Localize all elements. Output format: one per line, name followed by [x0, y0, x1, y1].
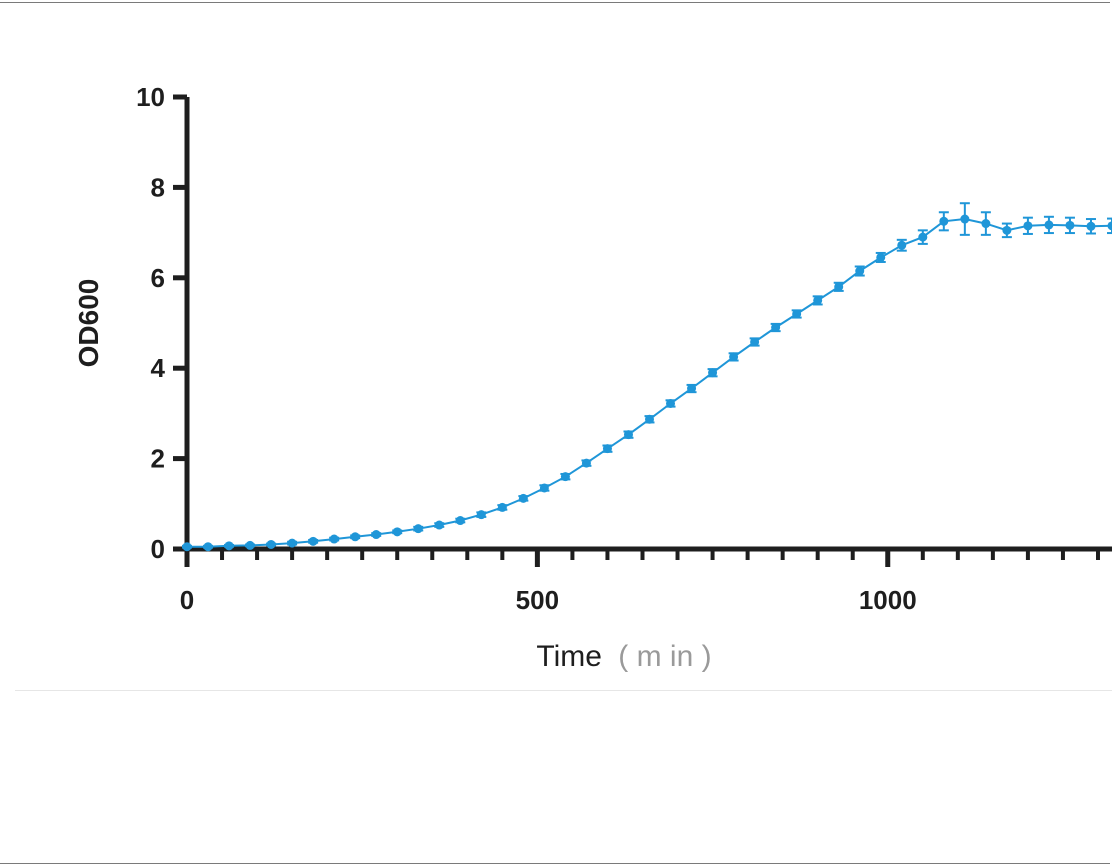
y-tick-label: 10	[136, 82, 165, 112]
data-point	[834, 282, 844, 292]
data-point	[666, 398, 676, 408]
y-tick-label: 2	[151, 444, 165, 474]
y-tick-label: 8	[151, 172, 165, 202]
series-lines	[187, 217, 1112, 548]
data-point	[1002, 225, 1012, 235]
data-point	[813, 295, 823, 305]
data-point	[645, 414, 654, 424]
x-axis-title: Time ( m in )	[536, 640, 711, 673]
data-point	[392, 527, 402, 537]
data-point	[371, 530, 381, 540]
y-axis-title: OD600	[73, 279, 104, 368]
data-point	[182, 542, 192, 552]
data-point	[792, 309, 802, 319]
data-point	[350, 532, 360, 542]
data-point	[1023, 221, 1033, 231]
data-point	[413, 524, 423, 534]
data-point	[771, 323, 781, 333]
x-tick-label: 1000	[859, 585, 917, 615]
x-axis-title-unit: ( m in )	[618, 640, 711, 673]
x-tick-label: 0	[180, 585, 194, 615]
data-point	[1065, 220, 1075, 230]
data-point	[729, 352, 739, 362]
y-tick-label: 6	[151, 263, 165, 293]
data-point	[708, 368, 718, 378]
y-tick-label: 0	[151, 534, 165, 564]
data-point	[960, 214, 970, 224]
data-point	[497, 502, 507, 512]
data-point	[245, 540, 255, 550]
data-point	[1086, 221, 1096, 231]
series-points	[182, 214, 1112, 552]
data-point	[581, 458, 591, 468]
error-bars	[182, 202, 1112, 549]
data-point	[329, 534, 339, 544]
data-point	[203, 542, 213, 552]
data-point	[855, 266, 865, 276]
data-point	[897, 240, 907, 250]
data-point	[455, 516, 465, 526]
data-point	[939, 216, 949, 226]
series-line	[187, 217, 1112, 548]
data-point	[518, 493, 528, 503]
tick-labels: 0 2 4 6 8 10 0 500 1000	[136, 82, 917, 615]
data-point	[1107, 221, 1112, 231]
data-point	[476, 510, 486, 520]
data-point	[308, 536, 318, 546]
axes	[173, 94, 1112, 567]
data-point	[876, 252, 886, 262]
data-point	[750, 337, 760, 347]
data-point	[560, 472, 570, 482]
data-point	[1044, 220, 1054, 230]
data-point	[918, 232, 928, 242]
data-point	[434, 520, 444, 530]
figure-divider	[15, 690, 1112, 691]
data-point	[623, 430, 633, 440]
data-point	[266, 539, 276, 549]
data-point	[981, 219, 991, 229]
data-point	[539, 483, 549, 493]
data-point	[687, 384, 697, 394]
data-point	[287, 538, 297, 548]
data-point	[224, 541, 234, 551]
data-point	[602, 444, 612, 454]
x-axis-title-main: Time	[536, 640, 602, 673]
x-tick-label: 500	[516, 585, 559, 615]
y-tick-label: 4	[151, 353, 166, 383]
